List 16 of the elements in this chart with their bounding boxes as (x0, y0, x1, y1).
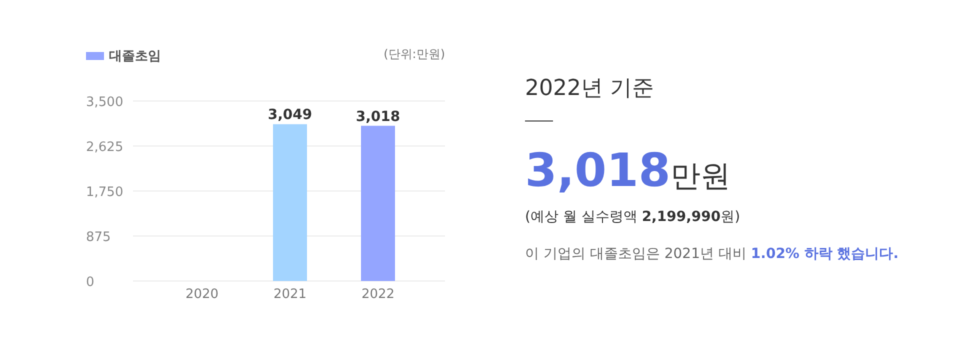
text: (예상 월 실수령액 2,199,990원) (525, 209, 740, 225)
x-tick-label: 2020 (185, 287, 219, 302)
text: 3,018만원 (525, 143, 731, 197)
y-tick-label: 1,750 (86, 185, 124, 200)
y-tick-label: 3,500 (86, 95, 124, 110)
text: (단위:만원) (384, 47, 445, 61)
data-label: 3,018 (356, 108, 400, 125)
y-tick-label: 2,625 (86, 140, 124, 155)
y-tick-label: 0 (86, 275, 94, 290)
x-tick-label: 2021 (273, 287, 307, 302)
x-tick-label: 2022 (361, 287, 395, 302)
text: 2022년 기준 (525, 76, 654, 101)
legend-label: 대졸초임 (109, 49, 161, 64)
y-tick-label: 875 (86, 230, 111, 245)
text: 이 기업의 대졸초임은 2021년 대비 1.02% 하락 했습니다. (525, 246, 899, 262)
data-label: 3,049 (268, 107, 312, 124)
